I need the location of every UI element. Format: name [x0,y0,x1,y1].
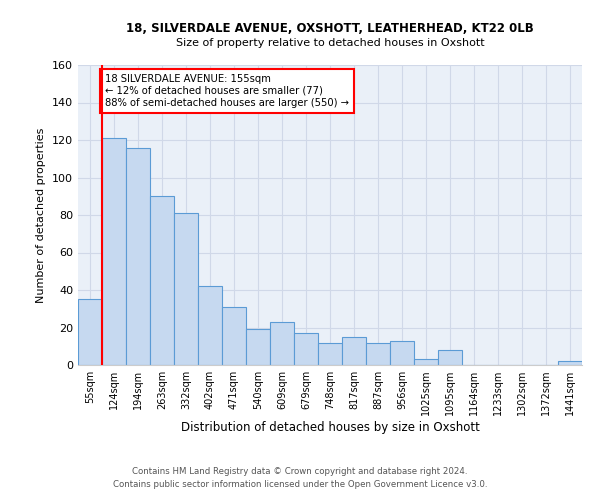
Text: Size of property relative to detached houses in Oxshott: Size of property relative to detached ho… [176,38,484,48]
Bar [222,307,246,365]
Text: Contains HM Land Registry data © Crown copyright and database right 2024.: Contains HM Land Registry data © Crown c… [132,467,468,476]
Text: Contains public sector information licensed under the Open Government Licence v3: Contains public sector information licen… [113,480,487,489]
Bar [366,342,390,365]
Bar [246,330,270,365]
Bar [414,360,438,365]
Bar [174,213,198,365]
Bar [198,286,222,365]
Bar [150,196,174,365]
X-axis label: Distribution of detached houses by size in Oxshott: Distribution of detached houses by size … [181,421,479,434]
Bar [294,333,318,365]
Bar [318,342,342,365]
Bar [558,361,582,365]
Bar [438,350,462,365]
Bar [342,337,366,365]
Text: 18 SILVERDALE AVENUE: 155sqm
← 12% of detached houses are smaller (77)
88% of se: 18 SILVERDALE AVENUE: 155sqm ← 12% of de… [105,74,349,108]
Bar [270,322,294,365]
Bar [126,148,150,365]
Bar [102,138,126,365]
Text: 18, SILVERDALE AVENUE, OXSHOTT, LEATHERHEAD, KT22 0LB: 18, SILVERDALE AVENUE, OXSHOTT, LEATHERH… [126,22,534,36]
Y-axis label: Number of detached properties: Number of detached properties [37,128,46,302]
Bar [390,340,414,365]
Bar [78,300,102,365]
